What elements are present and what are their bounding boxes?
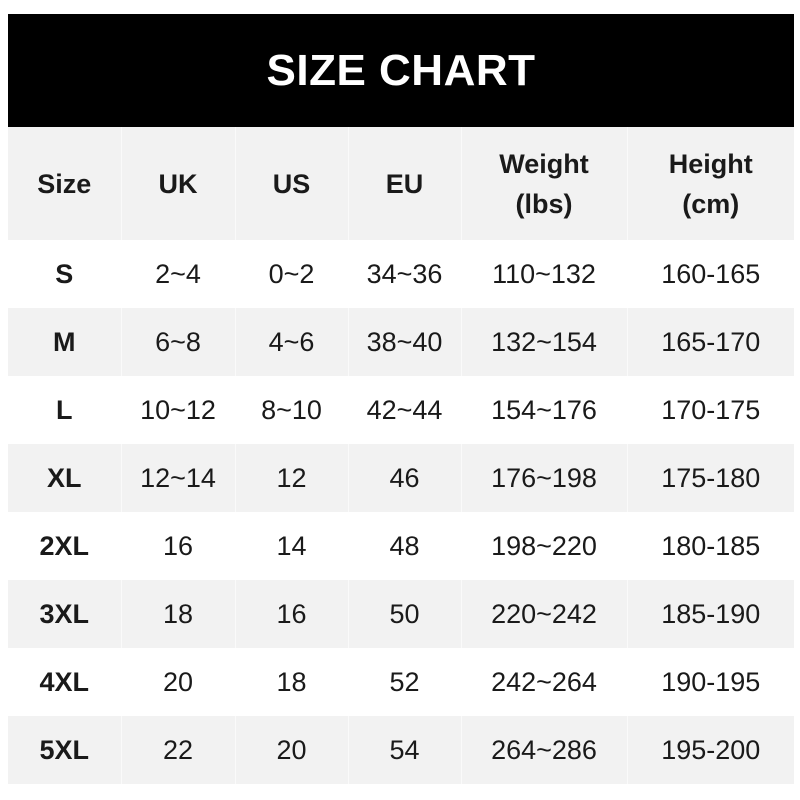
table-cell: 18 bbox=[120, 580, 235, 648]
table-cell: 54 bbox=[347, 716, 461, 784]
size-cell: L bbox=[56, 394, 73, 425]
header-row: Size UK US EU Weight (lbs) Height (cm) bbox=[8, 127, 794, 240]
table-row: 2XL 16 14 48 198~220 180-185 bbox=[8, 512, 794, 580]
table-cell: 18 bbox=[276, 666, 307, 697]
table-cell: 46 bbox=[347, 444, 461, 512]
size-cell: 4XL bbox=[39, 666, 90, 697]
table-cell: 180-185 bbox=[661, 530, 761, 561]
table-row: 3XL 18 16 50 220~242 185-190 bbox=[8, 580, 794, 648]
table-cell: 16 bbox=[234, 580, 348, 648]
size-cell: S bbox=[55, 258, 74, 289]
table-cell: 198~220 bbox=[491, 530, 597, 561]
table-row: XL 12~14 12 46 176~198 175-180 bbox=[8, 444, 794, 512]
column-header-unit: (lbs) bbox=[515, 188, 573, 219]
table-row: 4XL 20 18 52 242~264 190-195 bbox=[8, 648, 794, 716]
table-cell: 52 bbox=[389, 666, 420, 697]
column-header: US bbox=[234, 127, 348, 240]
table-cell: 14 bbox=[276, 530, 307, 561]
column-header-unit: (cm) bbox=[682, 188, 740, 219]
table-row: 5XL 22 20 54 264~286 195-200 bbox=[8, 716, 794, 784]
table-row: M 6~8 4~6 38~40 132~154 165-170 bbox=[8, 308, 794, 376]
table-cell: 175-180 bbox=[626, 444, 794, 512]
table-cell: 132~154 bbox=[460, 308, 627, 376]
table-cell: 264~286 bbox=[460, 716, 627, 784]
table-cell: 242~264 bbox=[491, 666, 597, 697]
table-cell: 34~36 bbox=[366, 258, 443, 289]
table-cell: 170-175 bbox=[661, 394, 761, 425]
table-cell: 185-190 bbox=[626, 580, 794, 648]
table-cell: 2~4 bbox=[155, 258, 201, 289]
size-cell: 3XL bbox=[8, 580, 121, 648]
size-table: Size UK US EU Weight (lbs) Height (cm) S 2~4 0~2 3… bbox=[8, 127, 794, 784]
column-header-line: Weight bbox=[499, 148, 589, 179]
column-header: Height (cm) bbox=[626, 127, 794, 240]
table-cell: 0~2 bbox=[268, 258, 315, 289]
table-cell: 20 bbox=[234, 716, 348, 784]
table-row: S 2~4 0~2 34~36 110~132 160-165 bbox=[8, 240, 794, 308]
table-cell: 154~176 bbox=[491, 394, 597, 425]
column-header: Weight (lbs) bbox=[460, 127, 627, 240]
column-header-line: UK bbox=[158, 168, 198, 199]
table-row: L 10~12 8~10 42~44 154~176 170-175 bbox=[8, 376, 794, 444]
table-cell: 220~242 bbox=[460, 580, 627, 648]
table-cell: 20 bbox=[162, 666, 194, 697]
table-cell: 8~10 bbox=[261, 394, 322, 425]
table-cell: 10~12 bbox=[140, 394, 216, 425]
table-cell: 165-170 bbox=[626, 308, 794, 376]
column-header: Size bbox=[8, 127, 121, 240]
column-header: UK bbox=[120, 127, 235, 240]
table-cell: 16 bbox=[162, 530, 194, 561]
size-chart: SIZE CHART Size UK US EU Weight (lbs) Height (c… bbox=[8, 14, 794, 784]
size-cell: XL bbox=[8, 444, 121, 512]
table-cell: 22 bbox=[120, 716, 235, 784]
table-cell: 160-165 bbox=[661, 258, 761, 289]
column-header-line: Size bbox=[37, 168, 92, 199]
table-cell: 50 bbox=[347, 580, 461, 648]
table-cell: 42~44 bbox=[366, 394, 443, 425]
chart-title: SIZE CHART bbox=[8, 14, 794, 127]
column-header-line: EU bbox=[385, 168, 424, 199]
size-cell: M bbox=[8, 308, 121, 376]
size-cell: 2XL bbox=[39, 530, 90, 561]
column-header: EU bbox=[347, 127, 461, 240]
table-cell: 4~6 bbox=[234, 308, 348, 376]
table-cell: 195-200 bbox=[626, 716, 794, 784]
column-header-line: US bbox=[272, 168, 311, 199]
table-cell: 190-195 bbox=[661, 666, 761, 697]
table-cell: 38~40 bbox=[347, 308, 461, 376]
column-header-line: Height bbox=[668, 148, 753, 179]
table-cell: 176~198 bbox=[460, 444, 627, 512]
table-cell: 48 bbox=[389, 530, 420, 561]
table-cell: 110~132 bbox=[492, 258, 596, 289]
table-cell: 12~14 bbox=[120, 444, 235, 512]
table-cell: 6~8 bbox=[120, 308, 235, 376]
table-cell: 12 bbox=[234, 444, 348, 512]
size-cell: 5XL bbox=[8, 716, 121, 784]
